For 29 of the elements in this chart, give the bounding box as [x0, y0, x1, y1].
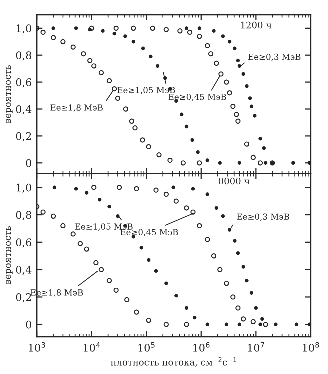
- y-tick-label: 0,8: [16, 52, 32, 61]
- annotation: 0000 ч: [218, 178, 250, 185]
- y-tick-label: 0,2: [16, 293, 32, 303]
- x-tick-label: 10$^{5}$: [138, 342, 155, 352]
- y-tick-label: 0: [26, 320, 32, 329]
- y-tick-label: 0,8: [16, 211, 32, 220]
- y-tick-label: 0: [26, 159, 32, 168]
- y-tick-label: 0,4: [16, 105, 32, 115]
- x-tick-label: 10$^{8}$: [303, 342, 320, 352]
- x-tick-label: 10$^{6}$: [193, 342, 210, 352]
- y-axis-title: вероятность: [6, 226, 13, 284]
- annotation: Ee≥0,45 МэВ: [120, 229, 178, 237]
- y-tick-label: 1,0: [16, 24, 32, 34]
- annotation: Ee≥1,8 МэВ: [50, 104, 103, 112]
- x-axis-title: плотность потока, см$^{−2}$с$^{−1}$: [111, 358, 236, 367]
- x-tick-label: 10$^{7}$: [248, 342, 264, 352]
- y-tick-label: 0,2: [16, 132, 32, 142]
- y-tick-label: 0,6: [16, 238, 32, 248]
- annotation: Ee≥1,05 МэВ: [118, 87, 176, 94]
- x-tick-label: 10$^{3}$: [29, 342, 46, 352]
- annotation: Ee≥0,45 МэВ: [168, 94, 226, 102]
- y-axis-title: вероятность: [6, 65, 13, 124]
- y-tick-label: 0,6: [16, 78, 32, 88]
- y-tick-label: 0,4: [16, 266, 32, 276]
- annotation: Ee≥0,3 МэВ: [237, 214, 290, 222]
- x-tick-label: 10$^{4}$: [84, 342, 100, 352]
- annotation: 1200 ч: [241, 22, 272, 29]
- annotation: Ee≥0,3 МэВ: [248, 54, 301, 62]
- y-tick-label: 1,0: [16, 184, 32, 193]
